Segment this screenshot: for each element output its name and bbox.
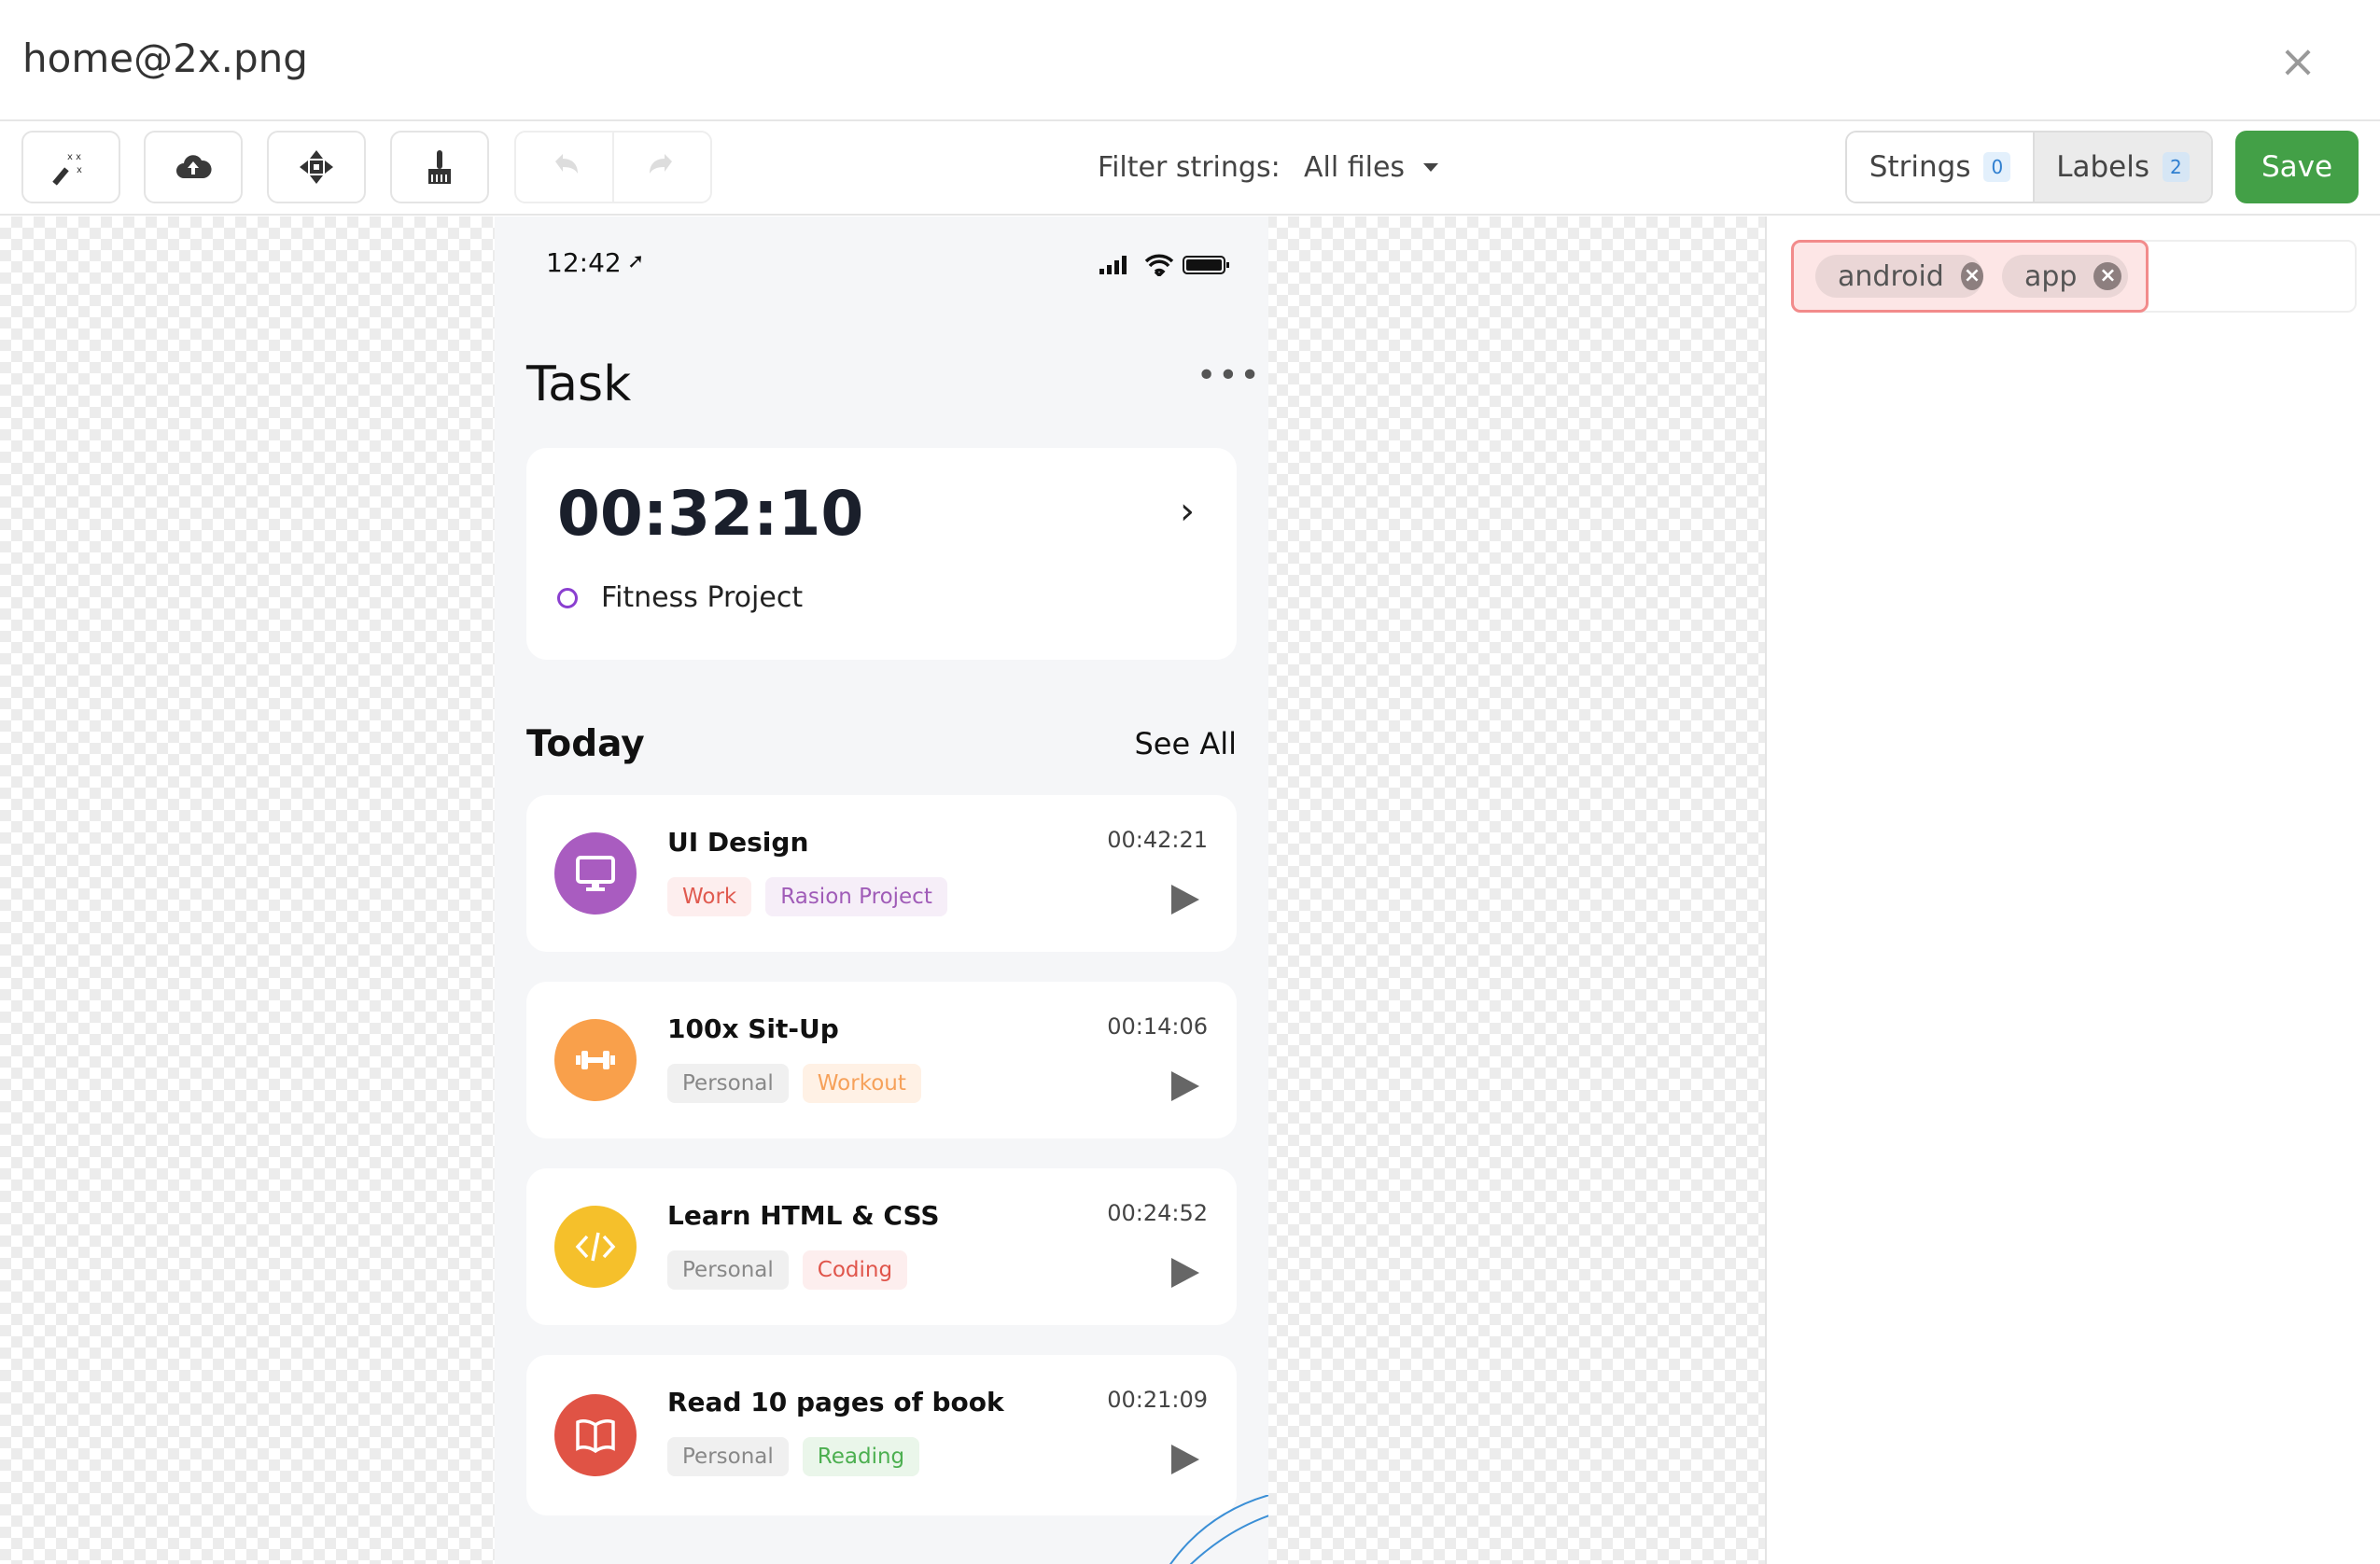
filter-label: Filter strings: — [1098, 151, 1281, 184]
toolbar: x x x Filter strings: All files Strings 0 … — [0, 121, 2380, 216]
signal-icon — [1099, 256, 1127, 274]
task-time: 00:24:52 — [1107, 1200, 1208, 1226]
task-tags: Personal Coding — [667, 1250, 908, 1290]
labels-panel — [1765, 216, 2380, 1564]
task-title: Read 10 pages of book — [667, 1387, 1004, 1417]
label-text: app — [2024, 259, 2078, 293]
window-title: home@2x.png — [22, 35, 308, 81]
task-time: 00:14:06 — [1107, 1013, 1208, 1040]
monitor-icon — [554, 832, 637, 915]
task-tags: Work Rasion Project — [667, 877, 947, 916]
tag: Rasion Project — [765, 877, 947, 916]
task-card[interactable]: Read 10 pages of book 00:21:09 Personal R… — [526, 1355, 1237, 1515]
upload-button[interactable] — [144, 131, 243, 203]
label-chip: android × — [1815, 255, 1983, 298]
task-title: UI Design — [667, 827, 809, 858]
status-icons — [1099, 254, 1229, 276]
count-badge: 0 — [1983, 152, 2011, 182]
move-icon — [300, 150, 333, 184]
more-icon[interactable]: ••• — [1197, 356, 1262, 395]
remove-icon[interactable]: × — [2093, 262, 2122, 290]
status-time: 12:42 — [546, 247, 622, 278]
project-circle-icon — [557, 588, 578, 608]
label-chip: app × — [2002, 255, 2128, 298]
task-card[interactable]: UI Design 00:42:21 Work Rasion Project — [526, 795, 1237, 952]
svg-text:x: x — [77, 165, 82, 175]
task-title: 100x Sit-Up — [667, 1013, 839, 1044]
battery-icon — [1183, 256, 1229, 274]
magic-wand-icon: x x x — [52, 152, 82, 186]
play-icon[interactable] — [1171, 1258, 1199, 1288]
magic-wand-button[interactable]: x x x — [21, 131, 120, 203]
dumbbell-icon — [554, 1019, 637, 1101]
count-badge: 2 — [2163, 152, 2190, 182]
decorative-arc — [1169, 1495, 1268, 1564]
tag: Personal — [667, 1250, 789, 1290]
tag: Personal — [667, 1437, 789, 1476]
tag: Personal — [667, 1064, 789, 1103]
undo-redo-group — [514, 131, 712, 203]
tag: Coding — [802, 1250, 908, 1290]
task-tags: Personal Reading — [667, 1437, 920, 1476]
project-name: Fitness Project — [601, 581, 804, 614]
filter-dropdown[interactable]: All files — [1304, 151, 1439, 184]
timer-value: 00:32:10 — [557, 478, 864, 550]
tab-strings[interactable]: Strings 0 — [1847, 133, 2033, 202]
tag: Reading — [802, 1437, 920, 1476]
tag: Workout — [802, 1064, 921, 1103]
timer-card[interactable]: 00:32:10 › Fitness Project — [526, 448, 1237, 660]
play-icon[interactable] — [1171, 1071, 1199, 1101]
undo-icon — [554, 154, 578, 174]
book-icon — [554, 1394, 637, 1476]
phone-screen: 12:42 ➚ Task ••• 00:32:10 › Fitness Proj… — [495, 216, 1268, 1564]
task-card[interactable]: 100x Sit-Up 00:14:06 Personal Workout — [526, 982, 1237, 1138]
svg-text:x x: x x — [67, 152, 81, 162]
code-icon — [554, 1206, 637, 1288]
task-time: 00:42:21 — [1107, 827, 1208, 853]
location-icon: ➚ — [627, 250, 645, 273]
task-card[interactable]: Learn HTML & CSS 00:24:52 Personal Coding — [526, 1168, 1237, 1325]
title-bar: home@2x.png × — [0, 0, 2380, 121]
remove-icon[interactable]: × — [1960, 262, 1983, 290]
chevron-right-icon[interactable]: › — [1180, 490, 1195, 533]
play-icon[interactable] — [1171, 1445, 1199, 1474]
view-toggle: Strings 0 Labels 2 — [1845, 131, 2213, 203]
task-time: 00:21:09 — [1107, 1387, 1208, 1413]
caret-down-icon — [1423, 163, 1439, 172]
section-title: Today — [526, 723, 645, 765]
see-all-link[interactable]: See All — [1134, 726, 1237, 761]
label-text: android — [1838, 259, 1944, 293]
task-title: Learn HTML & CSS — [667, 1200, 940, 1231]
clean-button[interactable] — [390, 131, 489, 203]
task-tags: Personal Workout — [667, 1064, 921, 1103]
filter-value: All files — [1304, 151, 1406, 184]
play-icon[interactable] — [1171, 885, 1199, 915]
broom-icon — [428, 150, 451, 184]
redo-icon — [649, 154, 672, 174]
page-title: Task — [526, 356, 632, 412]
tab-label: Strings — [1869, 150, 1971, 184]
cloud-upload-icon — [176, 155, 212, 178]
wifi-icon — [1144, 254, 1174, 276]
move-button[interactable] — [267, 131, 366, 203]
tab-label: Labels — [2056, 150, 2150, 184]
tab-labels[interactable]: Labels 2 — [2033, 133, 2211, 202]
tag: Work — [667, 877, 752, 916]
save-button[interactable]: Save — [2235, 131, 2359, 203]
close-icon[interactable]: × — [2278, 35, 2317, 88]
undo-button[interactable] — [516, 133, 612, 202]
redo-button[interactable] — [612, 133, 710, 202]
